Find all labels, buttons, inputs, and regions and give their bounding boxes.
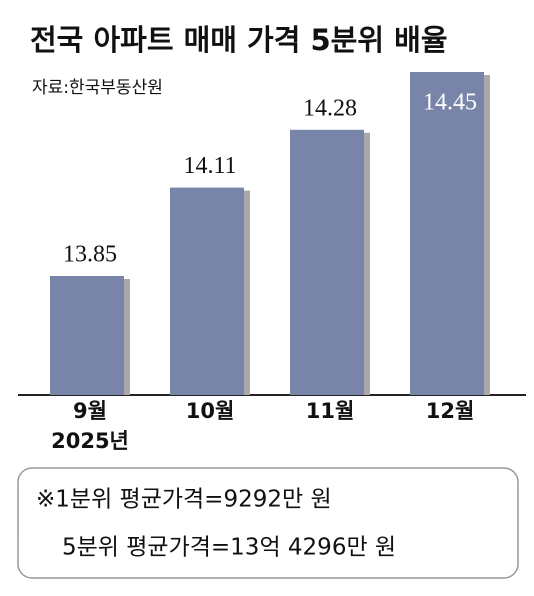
x-annotation: 2025년 bbox=[51, 429, 129, 453]
x-tick-label: 9월 bbox=[73, 399, 107, 423]
note: ※1분위 평균가격=9292만 원 bbox=[36, 487, 332, 513]
value-label: 14.45 bbox=[423, 90, 477, 116]
x-tick-label: 10월 bbox=[186, 399, 235, 423]
bar bbox=[410, 72, 484, 395]
x-tick-label: 11월 bbox=[306, 399, 355, 423]
bar bbox=[50, 276, 124, 395]
value-label: 13.85 bbox=[63, 242, 117, 268]
note-box bbox=[17, 467, 519, 579]
value-label: 14.28 bbox=[303, 95, 357, 121]
bar bbox=[170, 187, 244, 395]
chart-title: 전국 아파트 매매 가격 5분위 배율 bbox=[30, 23, 448, 57]
chart-subtitle: 자료:한국부동산원 bbox=[32, 78, 163, 98]
bar bbox=[290, 129, 364, 396]
x-tick-label: 12월 bbox=[426, 399, 475, 423]
note: 5분위 평균가격=13억 4296만 원 bbox=[62, 535, 396, 561]
value-label: 14.11 bbox=[183, 153, 236, 179]
